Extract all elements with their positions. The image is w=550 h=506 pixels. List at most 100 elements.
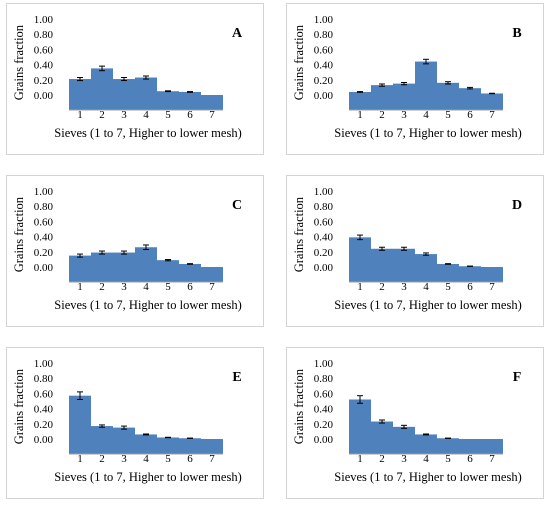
x-tick-label: 5 <box>445 453 451 465</box>
error-bar <box>357 395 363 404</box>
bar <box>157 437 179 455</box>
y-tick-label: 0.40 <box>34 232 54 244</box>
y-tick-label: 0.60 <box>34 388 54 400</box>
error-bar <box>401 81 407 86</box>
bar <box>437 438 459 455</box>
x-tick-label: 1 <box>77 453 83 465</box>
bar-chart-f: 1.00 0.80 0.60 0.40 0.20 0.00 Grains fraction 1… <box>292 358 522 484</box>
error-bar <box>379 246 385 251</box>
panel-label: F <box>513 370 522 385</box>
bar <box>415 434 437 455</box>
y-tick-label: 1.00 <box>314 14 334 26</box>
chart-panel-e: 1.00 0.80 0.60 0.40 0.20 0.00 Grains fraction 1… <box>6 347 264 499</box>
y-axis-label: Grains fraction <box>12 24 26 100</box>
bar-chart-d: 1.00 0.80 0.60 0.40 0.20 0.00 Grains fraction 1… <box>292 186 522 312</box>
bar-chart-e: 1.00 0.80 0.60 0.40 0.20 0.00 Grains fraction 1… <box>12 358 242 484</box>
bar-chart-a: 1.00 0.80 0.60 0.40 0.20 0.00 Grains fraction 1… <box>12 14 243 140</box>
panel-label: C <box>232 198 242 213</box>
y-tick-label: 0.00 <box>34 90 54 102</box>
y-tick-label: 0.40 <box>34 60 54 72</box>
x-tick-label: 4 <box>423 453 429 465</box>
x-tick-label: 3 <box>401 281 407 293</box>
x-tick-label: 5 <box>165 281 171 293</box>
panel-label: E <box>232 370 241 385</box>
chart-panel-c: 1.00 0.80 0.60 0.40 0.20 0.00 Grains fraction 1… <box>6 175 264 327</box>
error-bar <box>77 77 83 82</box>
bar <box>201 439 223 455</box>
x-tick-label: 7 <box>489 109 495 121</box>
bar <box>201 267 223 283</box>
bar <box>135 247 157 283</box>
error-bar <box>401 246 407 251</box>
bar <box>349 399 371 455</box>
x-tick-label: 5 <box>445 109 451 121</box>
x-tick-label: 6 <box>467 453 473 465</box>
bar <box>437 263 459 283</box>
y-tick-label: 0.20 <box>314 247 334 259</box>
bar <box>371 248 393 283</box>
x-tick-label: 6 <box>187 281 193 293</box>
y-tick-label: 0.60 <box>314 388 334 400</box>
y-tick-label: 1.00 <box>34 14 54 26</box>
panel-label: A <box>232 26 243 41</box>
y-tick-label: 1.00 <box>314 358 334 370</box>
error-bar <box>357 234 363 241</box>
x-tick-label: 5 <box>165 453 171 465</box>
panel-label: B <box>512 26 521 41</box>
error-bar <box>77 253 83 258</box>
x-axis-label: Sieves (1 to 7, Higher to lower mesh) <box>54 126 241 140</box>
x-tick-label: 1 <box>357 453 363 465</box>
error-bar <box>121 77 127 82</box>
x-tick-label: 2 <box>379 453 385 465</box>
error-bar <box>121 250 127 255</box>
y-tick-label: 0.40 <box>314 60 334 72</box>
y-tick-label: 0.20 <box>34 419 54 431</box>
y-tick-label: 0.80 <box>34 201 54 213</box>
bar <box>179 91 201 111</box>
x-tick-label: 4 <box>143 109 149 121</box>
error-bar <box>401 424 407 429</box>
y-tick-label: 0.00 <box>34 262 54 274</box>
x-tick-label: 7 <box>489 281 495 293</box>
y-tick-label: 0.60 <box>34 44 54 56</box>
error-bar <box>143 244 149 251</box>
y-tick-label: 0.20 <box>34 247 54 259</box>
bar <box>481 93 503 111</box>
bar <box>179 263 201 283</box>
y-tick-label: 1.00 <box>314 186 334 198</box>
error-bar <box>121 425 127 430</box>
bar <box>113 79 135 111</box>
bar <box>69 255 91 283</box>
bar <box>459 439 481 455</box>
x-tick-label: 2 <box>379 109 385 121</box>
x-axis-label: Sieves (1 to 7, Higher to lower mesh) <box>334 470 521 484</box>
bar <box>135 434 157 455</box>
error-bar <box>99 424 105 428</box>
bar <box>415 61 437 111</box>
x-tick-label: 7 <box>209 109 215 121</box>
chart-panel-b: 1.00 0.80 0.60 0.40 0.20 0.00 Grains fraction 1… <box>286 3 544 155</box>
bar <box>415 254 437 283</box>
chart-panel-d: 1.00 0.80 0.60 0.40 0.20 0.00 Grains fraction 1… <box>286 175 544 327</box>
bar <box>135 77 157 111</box>
x-tick-label: 2 <box>99 281 105 293</box>
bar <box>481 267 503 283</box>
bar-chart-c: 1.00 0.80 0.60 0.40 0.20 0.00 Grains fraction 1… <box>12 186 242 312</box>
bar <box>91 252 113 283</box>
y-tick-label: 0.60 <box>34 216 54 228</box>
x-tick-label: 4 <box>143 453 149 465</box>
bar <box>69 395 91 455</box>
error-bar <box>143 75 149 80</box>
error-bar <box>187 91 193 93</box>
x-tick-label: 3 <box>401 453 407 465</box>
y-axis-label: Grains fraction <box>12 368 26 444</box>
x-tick-label: 3 <box>121 453 127 465</box>
bar <box>459 88 481 111</box>
x-tick-label: 3 <box>121 281 127 293</box>
bar <box>393 248 415 283</box>
bar <box>349 91 371 111</box>
bar <box>371 85 393 111</box>
y-tick-label: 0.40 <box>314 232 334 244</box>
x-tick-label: 1 <box>357 281 363 293</box>
error-bar <box>187 263 193 265</box>
